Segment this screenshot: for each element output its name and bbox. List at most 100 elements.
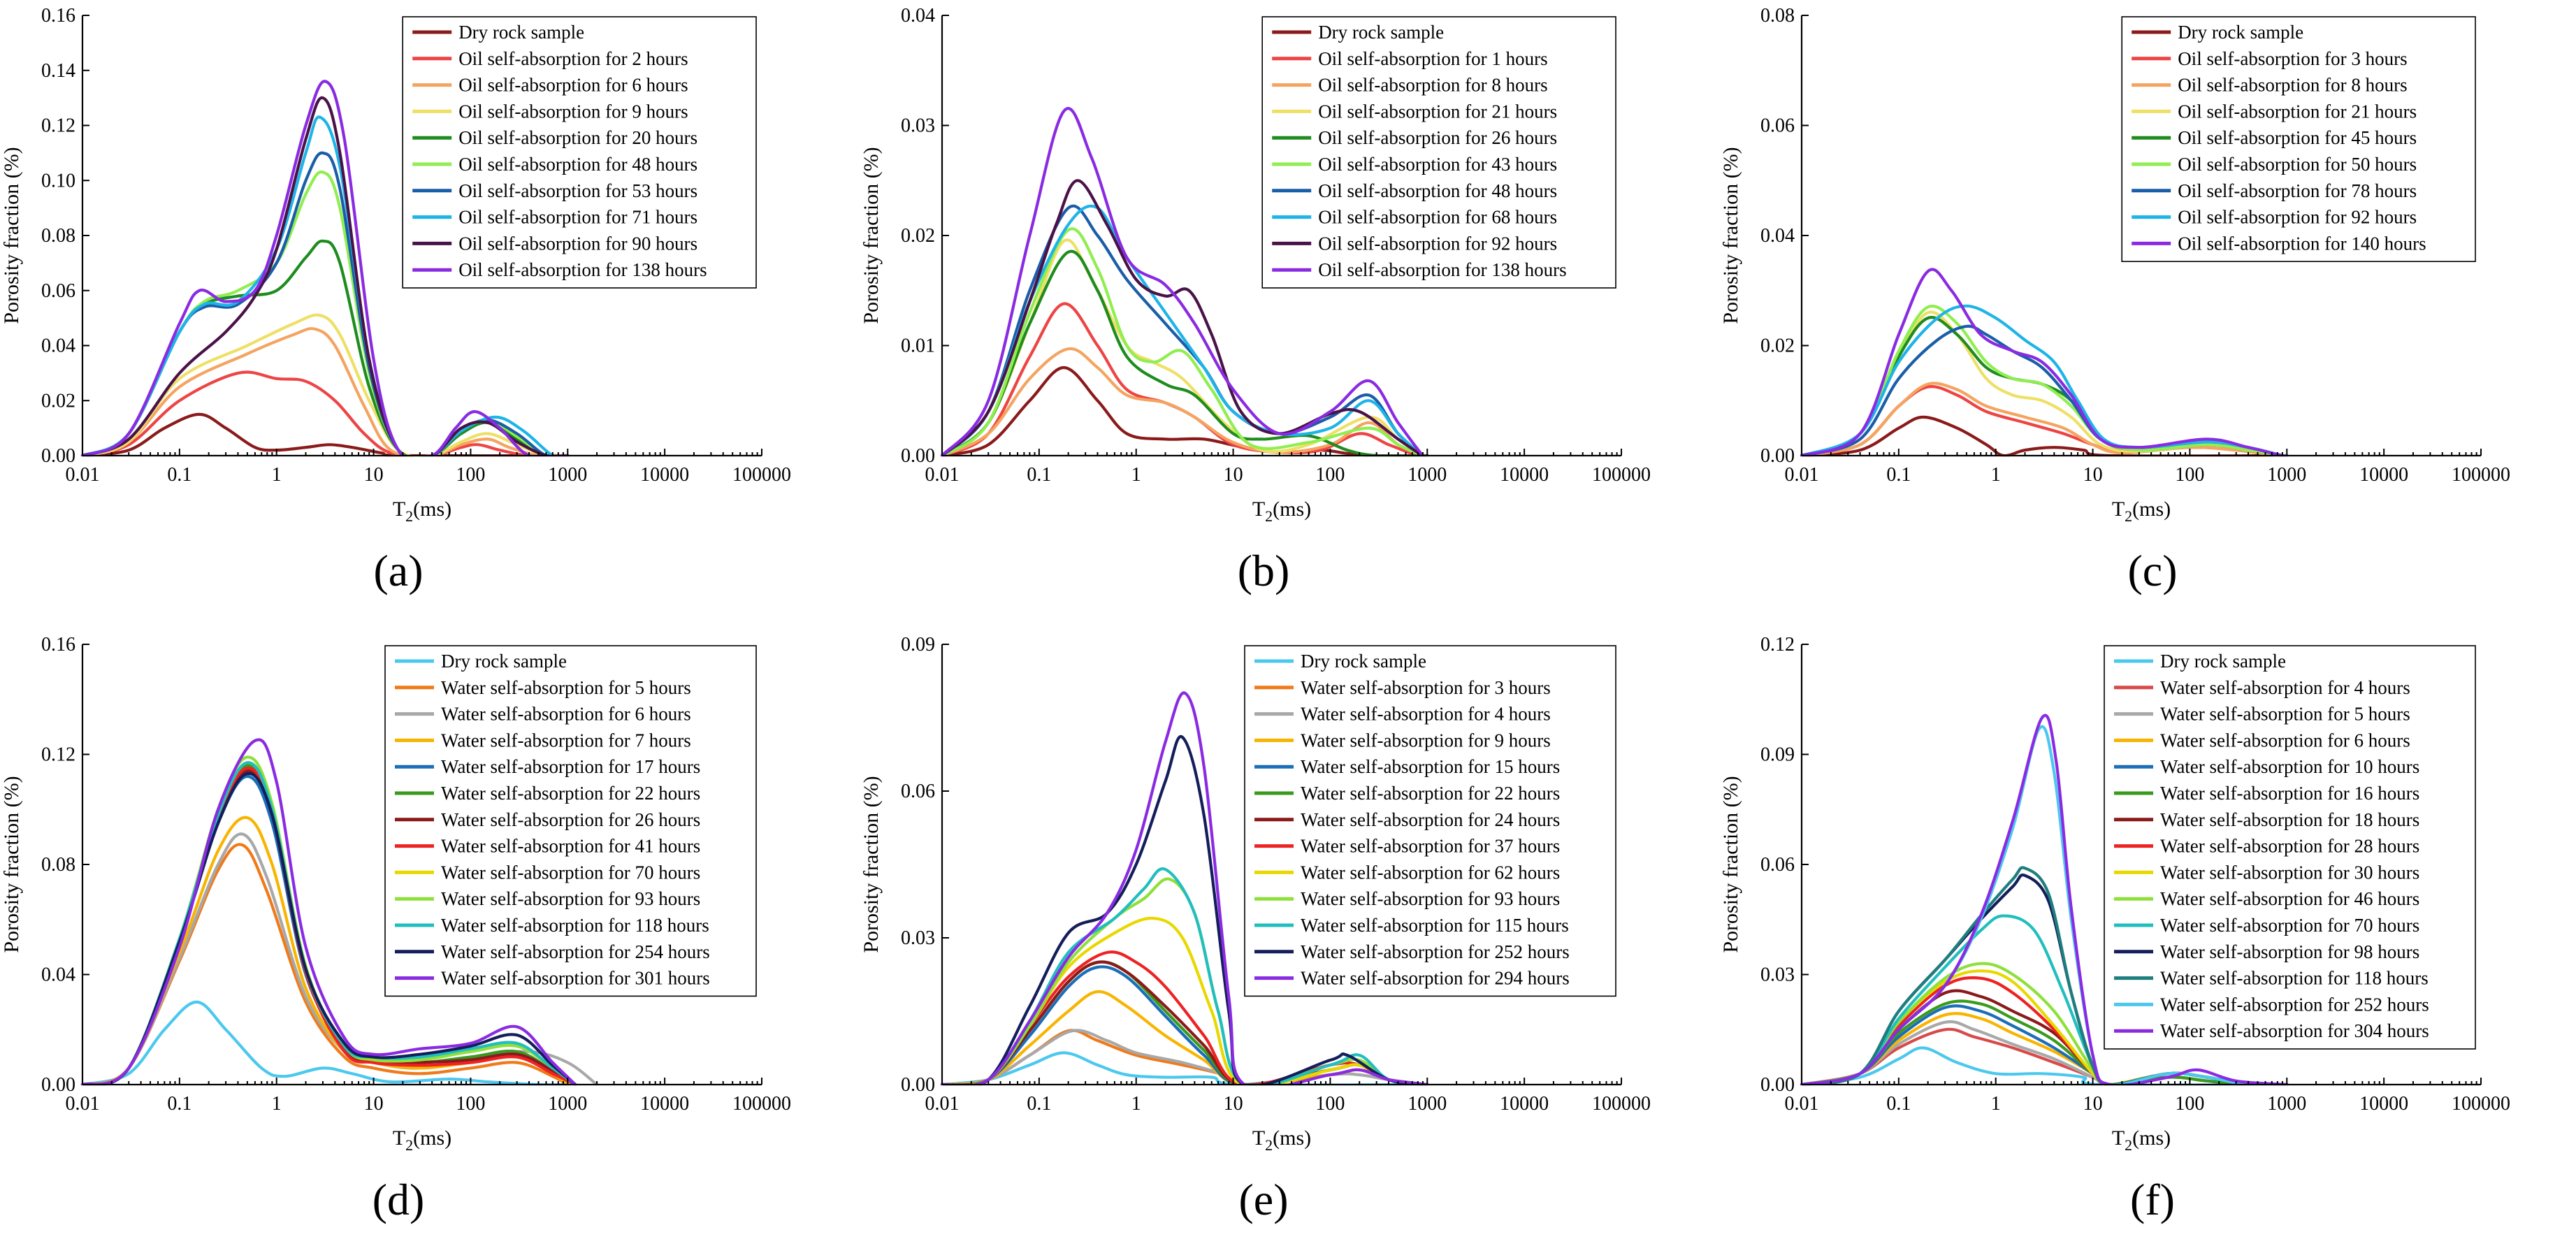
series-line-e-12	[940, 691, 1429, 1091]
x-tick-label-c-1: 0.1	[1886, 464, 1911, 486]
y-tick-label-c-3: 0.06	[1760, 115, 1795, 137]
legend-label-f-0: Dry rock sample	[2160, 651, 2286, 672]
legend-label-f-3: Water self-absorption for 6 hours	[2160, 730, 2410, 751]
x-tick-label-a-5: 1000	[548, 464, 587, 486]
y-tick-label-a-1: 0.02	[41, 390, 75, 412]
y-tick-label-e-1: 0.03	[901, 927, 935, 949]
y-tick-label-b-3: 0.03	[901, 115, 935, 137]
chart-svg-c: 0.00 0.02 0.04 0.06 0.08 0.01 0.1 1 10 100 1000 100…	[1719, 5, 2510, 525]
legend-label-f-1: Water self-absorption for 4 hours	[2160, 677, 2410, 698]
y-tick-label-d-2: 0.08	[41, 854, 75, 876]
legend-label-b-2: Oil self-absorption for 8 hours	[1318, 75, 1547, 96]
x-tick-label-e-2: 1	[1131, 1093, 1141, 1115]
chart-svg-a: 0.00 0.02 0.04 0.06 0.08 0.10 0.12 0.14 0.16 0.01…	[0, 5, 791, 525]
x-axis-title-b: T2(ms)	[1252, 498, 1311, 525]
x-tick-label-e-5: 1000	[1408, 1093, 1447, 1115]
series-lines-e	[940, 691, 1429, 1091]
series-line-b-5	[940, 227, 1429, 458]
x-axis-title-c: T2(ms)	[2112, 498, 2171, 525]
y-axis-title-a: Porosity fraction (%)	[0, 147, 23, 324]
legend-label-b-4: Oil self-absorption for 26 hours	[1318, 127, 1557, 148]
x-tick-label-b-3: 10	[1224, 464, 1243, 486]
series-line-b-9	[940, 107, 1429, 460]
legend-label-d-4: Water self-absorption for 17 hours	[441, 756, 700, 777]
legend-label-a-6: Oil self-absorption for 53 hours	[458, 180, 697, 201]
x-tick-label-b-4: 100	[1315, 464, 1345, 486]
legend-label-c-3: Oil self-absorption for 21 hours	[2178, 101, 2417, 122]
chart-svg-e: 0.00 0.03 0.06 0.09 0.01 0.1 1 10 100 1000 10000 10…	[860, 634, 1651, 1154]
x-tick-label-c-4: 100	[2175, 464, 2204, 486]
legend-label-d-7: Water self-absorption for 41 hours	[441, 836, 700, 857]
x-tick-label-b-5: 1000	[1408, 464, 1447, 486]
legend-label-f-12: Water self-absorption for 118 hours	[2160, 968, 2429, 989]
x-tick-label-d-1: 0.1	[167, 1093, 191, 1115]
series-line-d-12	[80, 738, 577, 1087]
series-line-d-11	[80, 772, 577, 1087]
x-tick-label-e-0: 0.01	[925, 1093, 960, 1115]
x-tick-label-a-7: 100000	[732, 464, 791, 486]
chart-panel-d: 0.00 0.04 0.08 0.12 0.16 0.01 0.1 1 10 100 1000 100…	[0, 629, 853, 1244]
x-tick-label-e-7: 100000	[1592, 1093, 1651, 1115]
x-tick-label-b-1: 0.1	[1027, 464, 1051, 486]
legend-label-c-6: Oil self-absorption for 78 hours	[2178, 180, 2417, 201]
legend-label-d-9: Water self-absorption for 93 hours	[441, 888, 700, 909]
legend-label-d-11: Water self-absorption for 254 hours	[441, 941, 710, 962]
chart-panel-f: 0.00 0.03 0.06 0.09 0.12 0.01 0.1 1 10 100 1000 100…	[1719, 629, 2572, 1244]
series-line-a-9	[80, 80, 570, 462]
x-tick-label-f-6: 10000	[2359, 1093, 2408, 1115]
x-tick-label-c-3: 10	[2083, 464, 2103, 486]
legend-a: Dry rock sample Oil self-absorption for 2…	[402, 16, 757, 289]
panel-label-b: (b)	[1237, 546, 1290, 595]
y-tick-label-a-8: 0.16	[41, 5, 75, 27]
y-tick-label-f-2: 0.06	[1760, 854, 1795, 876]
series-line-e-11	[940, 734, 1429, 1089]
chart-panel-a: 0.00 0.02 0.04 0.06 0.08 0.10 0.12 0.14 0.16 0.01…	[0, 0, 853, 615]
series-lines-c	[1800, 268, 2289, 458]
baseline-mask-a	[79, 456, 765, 471]
legend-label-b-9: Oil self-absorption for 138 hours	[1318, 259, 1566, 280]
series-line-c-2	[1800, 382, 2289, 458]
x-tick-label-e-4: 100	[1315, 1093, 1345, 1115]
legend-label-a-2: Oil self-absorption for 6 hours	[458, 75, 688, 96]
x-tick-label-a-1: 0.1	[167, 464, 191, 486]
panel-label-e: (e)	[1238, 1175, 1289, 1224]
y-axis-title-f: Porosity fraction (%)	[1719, 776, 1742, 953]
legend-label-c-7: Oil self-absorption for 92 hours	[2178, 207, 2417, 228]
legend-label-b-0: Dry rock sample	[1318, 22, 1444, 43]
y-tick-label-c-2: 0.04	[1760, 225, 1795, 247]
x-tick-label-d-2: 1	[272, 1093, 282, 1115]
x-tick-label-f-3: 10	[2083, 1093, 2103, 1115]
series-lines-d	[80, 738, 599, 1087]
chart-panel-e: 0.00 0.03 0.06 0.09 0.01 0.1 1 10 100 1000 10000 10…	[860, 629, 1712, 1244]
series-line-a-8	[80, 96, 570, 462]
x-tick-label-a-2: 1	[272, 464, 282, 486]
series-line-b-0	[940, 365, 1429, 458]
legend-label-f-8: Water self-absorption for 30 hours	[2160, 862, 2419, 883]
legend-label-e-2: Water self-absorption for 4 hours	[1301, 704, 1551, 725]
legend-label-a-1: Oil self-absorption for 2 hours	[458, 48, 688, 69]
legend-label-c-4: Oil self-absorption for 45 hours	[2178, 127, 2417, 148]
legend-label-f-10: Water self-absorption for 70 hours	[2160, 915, 2419, 936]
panel-label-a: (a)	[373, 546, 424, 595]
legend-label-d-5: Water self-absorption for 22 hours	[441, 783, 700, 804]
y-tick-label-a-0: 0.00	[41, 445, 75, 467]
legend-label-e-8: Water self-absorption for 62 hours	[1301, 862, 1560, 883]
legend-label-d-12: Water self-absorption for 301 hours	[441, 968, 710, 989]
series-line-b-4	[940, 249, 1429, 458]
x-tick-label-e-1: 0.1	[1027, 1093, 1051, 1115]
legend-label-c-8: Oil self-absorption for 140 hours	[2178, 233, 2426, 254]
y-tick-label-a-2: 0.04	[41, 335, 75, 357]
series-line-b-8	[940, 179, 1429, 458]
x-tick-label-f-5: 1000	[2267, 1093, 2306, 1115]
series-line-a-1	[80, 370, 570, 458]
legend-box-f	[2104, 645, 2476, 1050]
legend-label-f-4: Water self-absorption for 10 hours	[2160, 756, 2419, 777]
series-line-a-2	[80, 327, 570, 458]
legend-label-f-6: Water self-absorption for 18 hours	[2160, 809, 2419, 830]
legend-box-c	[2121, 16, 2476, 263]
y-tick-label-f-1: 0.03	[1760, 964, 1795, 986]
legend-label-a-8: Oil self-absorption for 90 hours	[458, 233, 697, 254]
series-lines-b	[940, 107, 1429, 460]
x-axis-title-a: T2(ms)	[393, 498, 451, 525]
legend-label-d-8: Water self-absorption for 70 hours	[441, 862, 700, 883]
